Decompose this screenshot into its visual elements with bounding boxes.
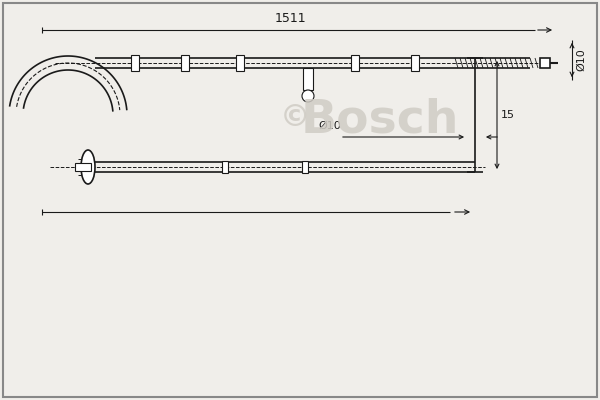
Text: 15: 15 bbox=[501, 110, 515, 120]
Bar bbox=[302, 161, 308, 173]
Bar bbox=[351, 55, 359, 71]
Text: Ø10: Ø10 bbox=[576, 49, 586, 71]
Text: 1511: 1511 bbox=[274, 12, 306, 25]
Bar bbox=[411, 55, 419, 71]
Bar bbox=[222, 161, 228, 173]
Bar bbox=[181, 55, 189, 71]
Bar bbox=[303, 68, 313, 90]
Bar bbox=[540, 58, 550, 68]
Ellipse shape bbox=[81, 150, 95, 184]
Bar bbox=[131, 55, 139, 71]
Bar bbox=[75, 163, 91, 171]
Circle shape bbox=[302, 90, 314, 102]
Text: Ø10: Ø10 bbox=[319, 121, 341, 131]
Text: Bosch: Bosch bbox=[301, 98, 459, 142]
Text: ©: © bbox=[280, 102, 310, 132]
Bar bbox=[236, 55, 244, 71]
